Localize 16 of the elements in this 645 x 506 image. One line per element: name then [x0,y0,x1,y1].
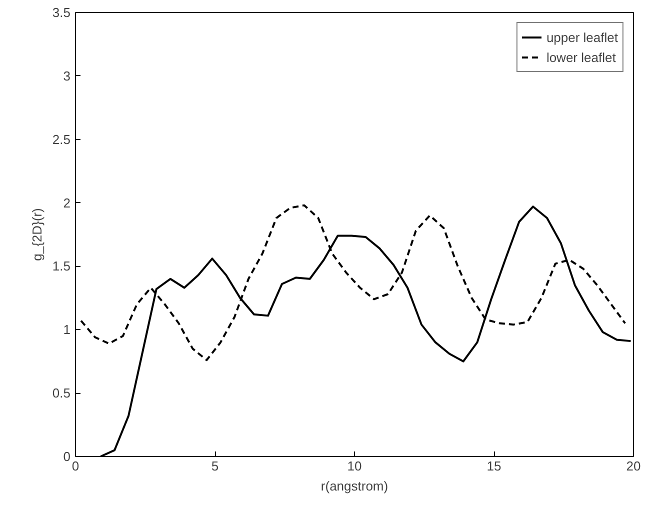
x-axis-title: r(angstrom) [320,478,388,494]
y-tick-label: 3.5 [52,5,71,20]
y-tick-label: 0 [63,449,71,464]
y-tick-label: 0.5 [52,386,71,401]
y-tick-label: 3 [63,68,71,84]
legend-label: upper leaflet [546,30,618,44]
legend-label: lower leaflet [546,50,616,64]
y-tick-label: 1 [63,322,71,338]
x-tick-label: 15 [486,458,502,474]
y-tick-label: 2.5 [52,132,71,147]
y-tick-label: 1.5 [52,258,71,274]
y-axis-title: g_{2D}(r) [29,208,44,261]
x-tick-label: 5 [211,458,219,474]
x-tick-label: 10 [347,458,362,474]
x-tick-label: 20 [626,458,641,474]
y-tick-label: 2 [63,195,71,210]
